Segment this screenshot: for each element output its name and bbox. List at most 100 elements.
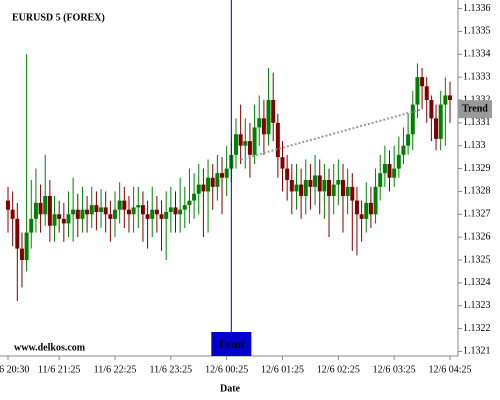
candle-body bbox=[364, 202, 369, 219]
candle-body bbox=[126, 209, 131, 215]
candle-body bbox=[359, 214, 364, 219]
candle-body bbox=[313, 175, 318, 187]
trend-line bbox=[240, 108, 423, 161]
candle-body bbox=[327, 180, 332, 196]
candle-body bbox=[434, 118, 439, 139]
candle-body bbox=[15, 218, 20, 249]
candle-body bbox=[52, 214, 57, 226]
candle-body bbox=[192, 193, 197, 201]
candle-body bbox=[24, 232, 29, 260]
y-tick-label: 1.1326 bbox=[463, 231, 491, 242]
y-tick-label: 1.1332 bbox=[463, 94, 491, 105]
candle-body bbox=[145, 214, 150, 219]
candle-body bbox=[396, 154, 401, 169]
candle-body bbox=[71, 209, 76, 215]
candle-body bbox=[173, 207, 178, 215]
chart-title: EURUSD 5 (FOREX) bbox=[12, 12, 105, 23]
candle-body bbox=[182, 205, 187, 210]
y-tick-label: 1.1335 bbox=[463, 26, 491, 37]
candle-body bbox=[317, 175, 322, 192]
candle-body bbox=[6, 200, 10, 210]
candle-body bbox=[215, 173, 220, 187]
candle-body bbox=[401, 145, 406, 155]
candle-body bbox=[382, 164, 387, 174]
candle-body bbox=[57, 214, 62, 219]
x-tick-label: 11/6 20:30 bbox=[0, 364, 29, 375]
y-tick-label: 1.1321 bbox=[463, 346, 491, 357]
candle-body bbox=[33, 202, 38, 219]
candle-body bbox=[61, 218, 66, 224]
trend-label: Trend bbox=[462, 103, 488, 114]
candle-body bbox=[424, 86, 429, 100]
candle-body bbox=[178, 209, 183, 215]
candle-body bbox=[271, 100, 276, 123]
y-tick-label: 1.133 bbox=[463, 140, 486, 151]
candle-body bbox=[266, 100, 271, 135]
candle-body bbox=[201, 184, 206, 192]
x-tick-label: 11/6 23:25 bbox=[149, 364, 192, 375]
candle-body bbox=[85, 209, 90, 215]
candle-body bbox=[336, 180, 341, 185]
candle-body bbox=[448, 95, 452, 100]
candle-body bbox=[10, 209, 15, 219]
candle-body bbox=[210, 177, 215, 187]
y-tick-label: 1.1333 bbox=[463, 71, 491, 82]
y-tick-label: 1.1322 bbox=[463, 323, 491, 334]
candle-body bbox=[80, 209, 85, 219]
y-tick-label: 1.1334 bbox=[463, 49, 491, 60]
candle-body bbox=[140, 205, 145, 215]
candle-body bbox=[38, 202, 43, 215]
y-tick-label: 1.1336 bbox=[463, 3, 491, 14]
trend-label-box bbox=[458, 100, 492, 119]
candle-body bbox=[131, 207, 136, 215]
candle-body bbox=[308, 180, 313, 187]
candle-body bbox=[159, 214, 164, 219]
candle-body bbox=[94, 205, 99, 212]
candle-body bbox=[261, 118, 266, 135]
candle-body bbox=[75, 209, 80, 219]
candle-body bbox=[238, 134, 243, 146]
candle-body bbox=[438, 104, 443, 139]
candle-body bbox=[196, 184, 201, 194]
y-tick-label: 1.1331 bbox=[463, 117, 491, 128]
x-tick-label: 12/6 02:25 bbox=[317, 364, 360, 375]
candle-body bbox=[285, 168, 290, 180]
candle-body bbox=[164, 212, 169, 219]
y-tick-label: 1.1329 bbox=[463, 163, 491, 174]
event-label-box bbox=[211, 332, 252, 356]
candle-body bbox=[136, 205, 141, 208]
event-label: Event bbox=[219, 339, 245, 350]
candle-body bbox=[345, 186, 350, 196]
candle-body bbox=[113, 209, 118, 219]
candle-body bbox=[373, 186, 378, 215]
candle-body bbox=[378, 173, 383, 187]
candle-body bbox=[99, 207, 104, 212]
candle-body bbox=[354, 200, 359, 215]
candle-body bbox=[108, 214, 113, 219]
candle-body bbox=[29, 218, 34, 233]
candle-body bbox=[331, 184, 336, 196]
candle-body bbox=[443, 95, 448, 105]
candle-body bbox=[289, 180, 294, 192]
x-tick-label: 11/6 22:25 bbox=[94, 364, 137, 375]
candle-body bbox=[415, 77, 420, 105]
candle-body bbox=[420, 77, 425, 87]
candle-body bbox=[392, 168, 397, 178]
candle-body bbox=[154, 209, 159, 215]
candle-body bbox=[168, 207, 173, 212]
candle-body bbox=[47, 196, 52, 226]
candle-body bbox=[103, 207, 108, 215]
candle-body bbox=[43, 196, 48, 215]
candle-body bbox=[322, 180, 327, 192]
candle-body bbox=[224, 168, 229, 178]
candle-body bbox=[429, 100, 434, 119]
candle-body bbox=[187, 200, 192, 206]
candle-body bbox=[303, 180, 308, 196]
candle-body bbox=[247, 141, 252, 155]
candle-body bbox=[66, 214, 71, 224]
y-tick-label: 1.1328 bbox=[463, 186, 491, 197]
y-tick-label: 1.1325 bbox=[463, 254, 491, 265]
x-tick-label: 12/6 04:25 bbox=[428, 364, 471, 375]
candle-body bbox=[243, 141, 248, 146]
candle-body bbox=[117, 200, 122, 210]
